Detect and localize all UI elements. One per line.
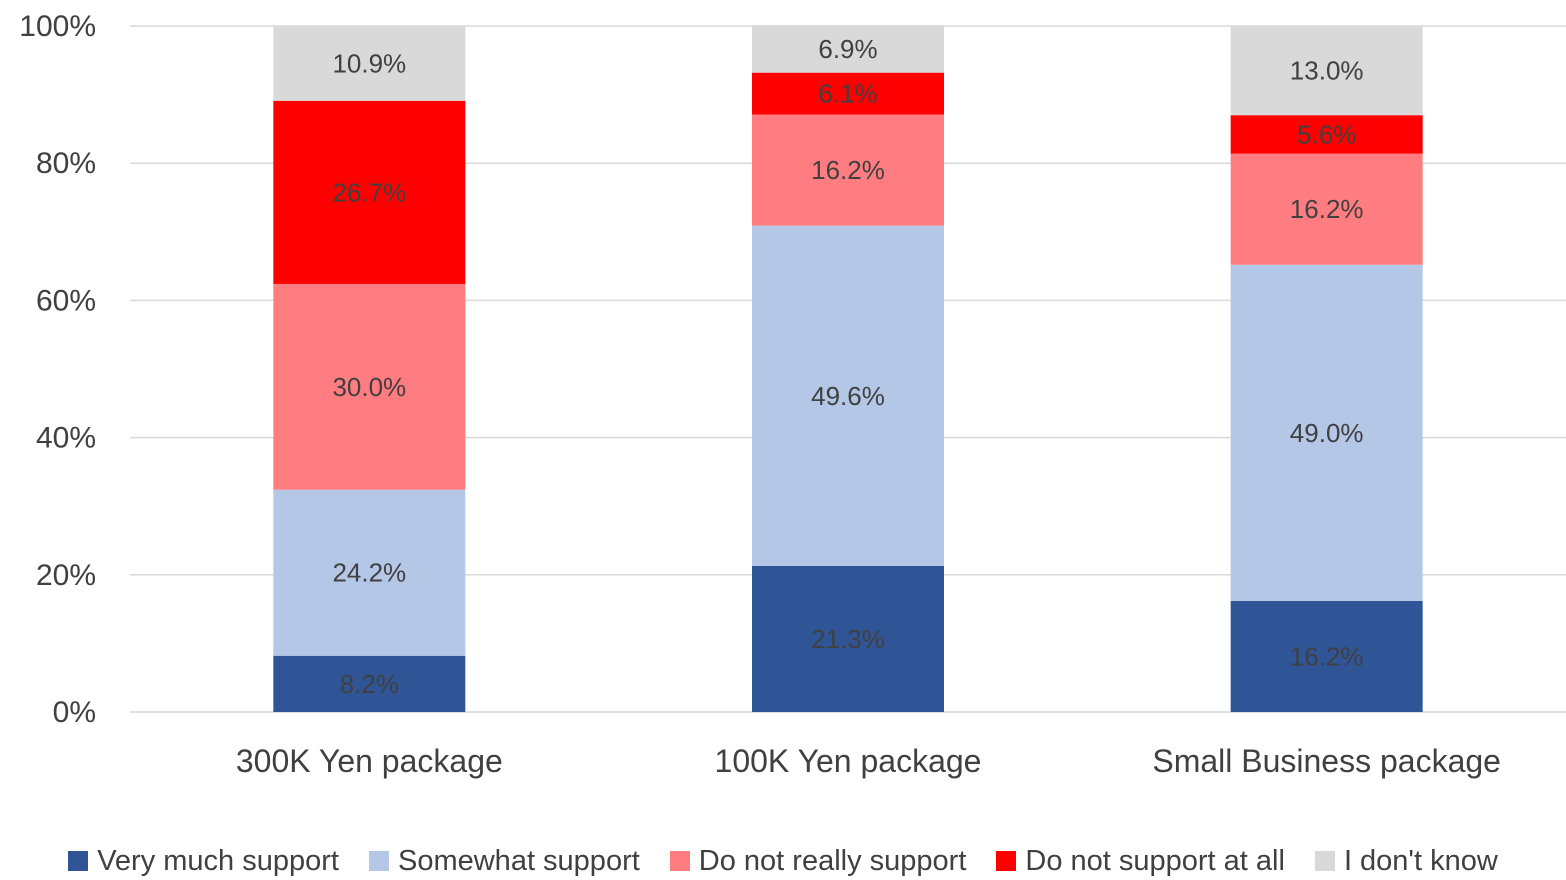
category-label: 300K Yen package: [236, 743, 503, 779]
data-label: 24.2%: [332, 558, 406, 588]
x-axis-categories: 300K Yen package 100K Yen package Small Bu…: [236, 743, 1501, 779]
data-label: 16.2%: [1290, 194, 1364, 224]
data-label: 16.2%: [1290, 641, 1364, 671]
data-label: 49.0%: [1290, 418, 1364, 448]
data-label: 10.9%: [332, 48, 406, 78]
legend-swatch: [670, 851, 690, 871]
y-tick-label: 0%: [53, 696, 96, 729]
legend-swatch: [369, 851, 389, 871]
legend-label: Do not really support: [699, 845, 967, 878]
legend-swatch: [1315, 851, 1335, 871]
data-label: 49.6%: [811, 381, 885, 411]
legend-item: Do not really support: [670, 845, 967, 878]
data-label: 8.2%: [340, 669, 399, 699]
legend-label: Somewhat support: [398, 845, 640, 878]
y-tick-label: 80%: [36, 147, 96, 180]
legend-label: Do not support at all: [1025, 845, 1285, 878]
y-tick-label: 60%: [36, 284, 96, 317]
data-label: 26.7%: [332, 177, 406, 207]
category-label: Small Business package: [1152, 743, 1501, 779]
bars: [273, 25, 1422, 712]
data-label: 5.6%: [1297, 119, 1356, 149]
data-label: 13.0%: [1290, 56, 1364, 86]
category-label: 100K Yen package: [715, 743, 982, 779]
y-tick-label: 100%: [19, 10, 96, 43]
legend-label: Very much support: [97, 845, 339, 878]
stacked-bar-chart: 0% 20% 40% 60% 80% 100% 8.2% 24.2% 30.0% 26.7% 10…: [0, 0, 1566, 840]
legend-item: Do not support at all: [996, 845, 1285, 878]
data-label: 6.9%: [818, 34, 877, 64]
legend-item: I don't know: [1315, 845, 1498, 878]
legend-item: Somewhat support: [369, 845, 640, 878]
data-label: 16.2%: [811, 155, 885, 185]
y-tick-label: 20%: [36, 559, 96, 592]
legend-swatch: [996, 851, 1016, 871]
data-label: 30.0%: [332, 372, 406, 402]
legend-swatch: [68, 851, 88, 871]
y-axis-ticks: 0% 20% 40% 60% 80% 100%: [19, 10, 96, 729]
legend-label: I don't know: [1344, 845, 1498, 878]
data-label: 21.3%: [811, 624, 885, 654]
legend: Very much support Somewhat support Do not …: [0, 842, 1566, 880]
legend-item: Very much support: [68, 845, 339, 878]
y-tick-label: 40%: [36, 422, 96, 455]
data-label: 6.1%: [818, 79, 877, 109]
